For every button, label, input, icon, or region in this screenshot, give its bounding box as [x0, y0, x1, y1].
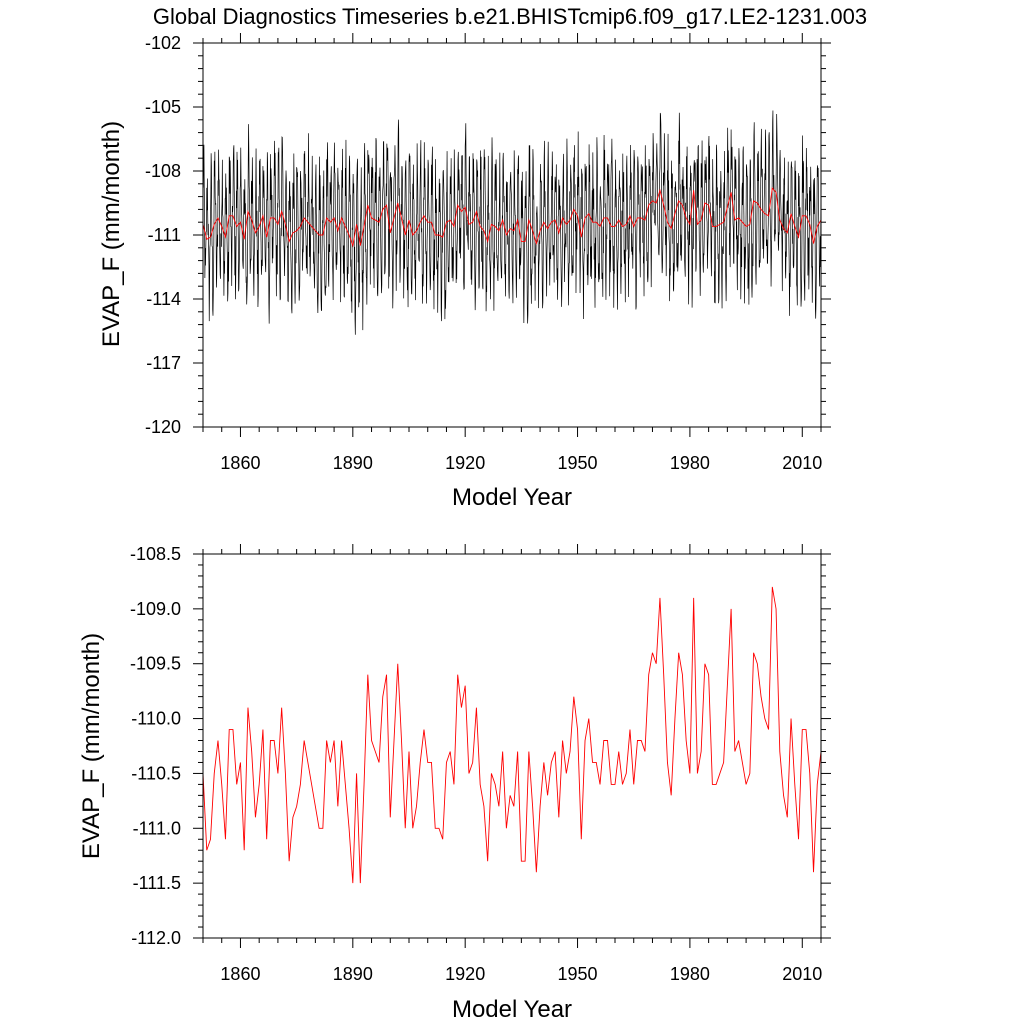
top-y-tick-label: -114	[146, 289, 181, 309]
bottom-x-tick-label: 1890	[333, 964, 373, 984]
top-series-monthly-line	[203, 110, 821, 335]
top-y-tick-label: -120	[145, 417, 181, 437]
top-x-tick-label: 1860	[220, 453, 260, 473]
bottom-y-tick-label: -110.5	[131, 763, 181, 783]
top-x-axis-label: Model Year	[452, 484, 572, 511]
top-y-tick-label: -102	[145, 33, 181, 53]
bottom-x-tick-label: 1860	[220, 964, 260, 984]
bottom-y-tick-label: -108.5	[130, 544, 181, 564]
bottom-series-group	[203, 586, 821, 884]
top-x-tick-label: 1890	[333, 453, 373, 473]
top-x-tick-label: 1980	[670, 453, 710, 473]
bottom-axes: 1860 1890 1920 1950 1980 2010 -112.0 -111.5 -111…	[130, 544, 831, 984]
top-panel: 1860 1890 1920 1950 1980 2010 -120 -117 -114 -111…	[98, 33, 831, 511]
bottom-y-tick-label: -111.0	[133, 818, 181, 838]
bottom-panel: 1860 1890 1920 1950 1980 2010 -112.0 -111.5 -111…	[78, 544, 831, 1023]
bottom-x-axis-label: Model Year	[452, 996, 572, 1023]
top-x-tick-label: 2010	[782, 453, 822, 473]
bottom-x-tick-label: 1920	[445, 964, 485, 984]
top-series-group	[203, 110, 821, 335]
figure-title: Global Diagnostics Timeseries b.e21.BHIS…	[153, 4, 867, 29]
top-series-annual-line	[203, 187, 821, 248]
bottom-series-annual-line	[203, 586, 821, 884]
bottom-y-tick-label: -110.0	[131, 709, 181, 729]
bottom-y-tick-label: -109.5	[130, 654, 181, 674]
bottom-x-tick-label: 1980	[670, 964, 710, 984]
bottom-x-tick-label: 2010	[782, 964, 822, 984]
bottom-plot-frame	[202, 553, 822, 939]
bottom-y-axis-label: EVAP_F (mm/month)	[78, 633, 105, 859]
bottom-x-tick-label: 1950	[558, 964, 598, 984]
top-x-tick-label: 1920	[445, 453, 485, 473]
top-axes: 1860 1890 1920 1950 1980 2010 -120 -117 -114 -111…	[145, 33, 831, 473]
top-y-tick-label: -117	[146, 353, 181, 373]
top-x-tick-label: 1950	[558, 453, 598, 473]
bottom-y-tick-label: -111.5	[133, 873, 181, 893]
top-y-axis-label: EVAP_F (mm/month)	[98, 121, 125, 347]
bottom-y-tick-label: -112.0	[131, 928, 181, 948]
top-y-tick-label: -108	[145, 161, 181, 181]
top-y-tick-label: -111	[148, 225, 181, 245]
bottom-y-tick-label: -109.0	[130, 599, 181, 619]
top-y-tick-label: -105	[145, 97, 181, 117]
